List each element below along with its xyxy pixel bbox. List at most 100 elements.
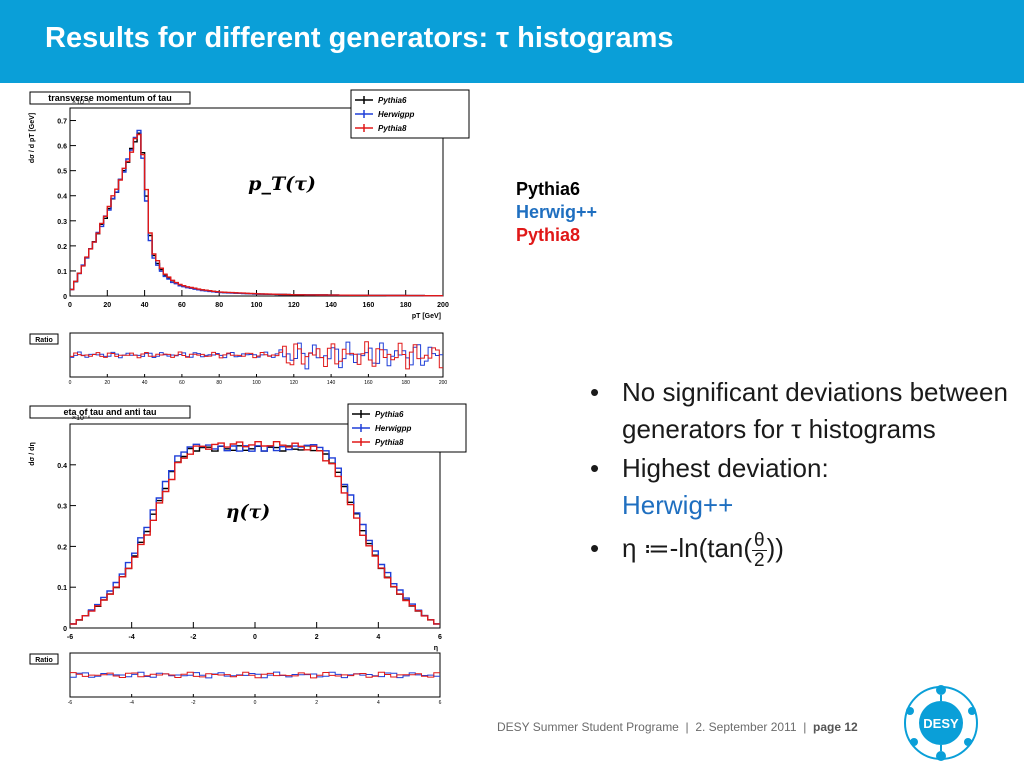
y-tick-label: 0.1 (57, 585, 67, 592)
footer: DESY Summer Student Programe | 2. Septem… (497, 720, 858, 734)
plot-frame (69, 423, 441, 629)
y-tick-label: 0.6 (57, 144, 67, 151)
ratio-x-tick-label: 140 (327, 380, 336, 386)
bullet-list: • No significant deviations between gene… (590, 374, 1010, 572)
y-tick-label: 0.4 (57, 194, 67, 201)
y-tick-label: 0.3 (57, 504, 67, 511)
x-tick-label: 60 (178, 302, 186, 309)
legend-label: Herwigpp (375, 424, 412, 433)
pt-ratio-plot: Ratio 0 20 40 60 80 100 120 140 160 180 200 (20, 328, 492, 390)
ratio-x-tick-label: 60 (179, 380, 185, 386)
y-tick-label: 0.2 (57, 544, 67, 551)
logo-text: DESY (923, 716, 959, 731)
desy-logo-icon: DESY (904, 685, 978, 761)
ratio-series-2 (70, 671, 440, 679)
overlay-label: η(τ) (226, 501, 271, 523)
ratio-x-tick-label: 180 (402, 380, 411, 386)
footer-page: page 12 (812, 720, 858, 734)
y-tick-label: 0 (63, 626, 67, 633)
legend-label: Pythia8 (378, 124, 407, 133)
y-scale-label: ×10⁻⁶ (72, 99, 91, 106)
ratio-x-tick-label: 200 (439, 380, 448, 386)
bullet-text: Highest deviation: (622, 453, 829, 483)
ratio-x-tick-label: 80 (216, 380, 222, 386)
bullet-dot: • (590, 533, 600, 563)
ratio-x-tick-label: 20 (105, 380, 111, 386)
pt-ratio-svg: Ratio 0 20 40 60 80 100 120 140 160 180 200 (29, 332, 448, 386)
ratio-label-box (29, 653, 59, 665)
bullet-item: • No significant deviations between gene… (590, 374, 1010, 448)
plot-title: eta of tau and anti tau (63, 407, 156, 417)
y-scale-label: ×10⁻⁶ (72, 415, 91, 422)
y-tick-label: 0.1 (57, 269, 67, 276)
ratio-x-tick-label: 120 (290, 380, 299, 386)
footer-event: DESY Summer Student Programe (497, 720, 679, 734)
bullet-dot: • (590, 377, 600, 407)
pt-histogram-svg: transverse momentum of tau Pythia6 Herwigp… (29, 89, 470, 320)
y-axis-label: dσ / dη (29, 442, 36, 465)
generator-legend: Pythia6 Herwig++ Pythia8 (516, 178, 597, 247)
legend-label: Pythia6 (378, 96, 407, 105)
y-axis-label: dσ / d pT [GeV] (29, 113, 36, 163)
bullet-item: • Highest deviation: Herwig++ (590, 450, 1010, 524)
fraction-denominator: 2 (754, 549, 765, 571)
legend-box (350, 89, 470, 139)
footer-separator: | (685, 720, 689, 734)
x-tick-label: -4 (129, 634, 135, 641)
eta-definition-suffix: )) (766, 533, 784, 563)
y-tick-label: 0.3 (57, 219, 67, 226)
footer-date: 2. September 2011 (695, 720, 797, 734)
x-tick-label: 20 (103, 302, 111, 309)
plot-title-box (29, 405, 191, 419)
plot-frame (69, 107, 444, 297)
x-tick-label: 100 (251, 302, 263, 309)
x-tick-label: 200 (437, 302, 449, 309)
bullet-text: No significant deviations between genera… (622, 377, 1008, 444)
x-tick-label: -6 (67, 634, 73, 641)
ratio-series-2 (70, 341, 443, 370)
x-tick-label: 4 (376, 634, 380, 641)
x-tick-label: -2 (190, 634, 196, 641)
fraction-numerator: θ (752, 529, 767, 551)
y-tick-label: 0.7 (57, 119, 67, 126)
desy-logo: DESY (902, 684, 980, 767)
x-tick-label: 180 (400, 302, 412, 309)
legend-label: Pythia6 (375, 410, 404, 419)
ratio-x-tick-label: 40 (142, 380, 148, 386)
plot-title: transverse momentum of tau (48, 93, 172, 103)
ratio-x-tick-label: 6 (439, 700, 442, 706)
eta-ratio-plot: Ratio -6 -4 -2 0 2 4 6 (20, 648, 492, 710)
ratio-label: Ratio (35, 657, 53, 664)
y-tick-label: 0.2 (57, 244, 67, 251)
x-tick-label: 140 (325, 302, 337, 309)
bullet-dot: • (590, 453, 600, 483)
slide-header: Results for different generators: τ hist… (0, 0, 1024, 83)
eta-ratio-svg: Ratio -6 -4 -2 0 2 4 6 (29, 652, 442, 706)
bullet-highlight: Herwig++ (622, 490, 734, 520)
ratio-x-tick-label: 4 (377, 700, 380, 706)
x-tick-label: 80 (215, 302, 223, 309)
overlay-label: p_T(τ) (248, 173, 316, 195)
generator-pythia8: Pythia8 (516, 225, 581, 245)
y-tick-label: 0 (63, 294, 67, 301)
ratio-label: Ratio (35, 337, 53, 344)
x-tick-label: 120 (288, 302, 300, 309)
ratio-x-tick-label: -4 (129, 700, 134, 706)
ratio-x-tick-label: -2 (191, 700, 196, 706)
x-tick-label: 2 (315, 634, 319, 641)
ratio-x-tick-label: -6 (68, 700, 73, 706)
series-line-pythia8 (70, 133, 443, 297)
x-axis-label: η (434, 645, 438, 652)
x-tick-label: 160 (363, 302, 375, 309)
ratio-x-tick-label: 2 (315, 700, 318, 706)
generator-pythia6: Pythia6 (516, 179, 581, 199)
footer-separator: | (803, 720, 807, 734)
x-tick-label: 0 (68, 302, 72, 309)
generator-herwig: Herwig++ (516, 202, 598, 222)
slide-title: Results for different generators: τ hist… (45, 22, 674, 54)
plot-title-box (29, 91, 191, 105)
y-tick-label: 0.4 (57, 463, 67, 470)
bullet-item: • η ≔-ln(tan(θ 2)) (590, 530, 1010, 570)
legend-label: Pythia8 (375, 438, 404, 447)
